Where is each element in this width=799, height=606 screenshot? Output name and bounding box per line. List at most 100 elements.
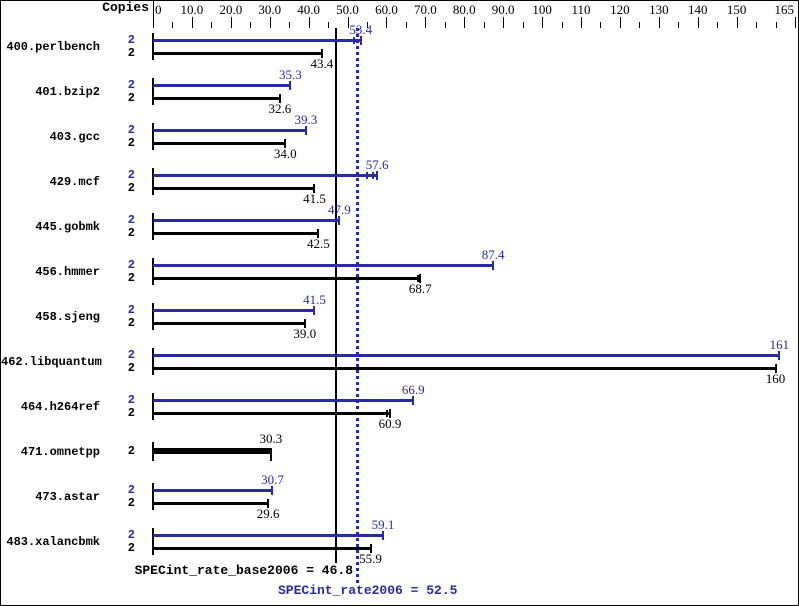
copies-label-base: 2 bbox=[127, 226, 135, 240]
base-bar-end-cap bbox=[419, 274, 422, 283]
axis-tick-label: 165 bbox=[774, 2, 795, 17]
bar-start-tick bbox=[152, 393, 154, 420]
base-bar bbox=[153, 142, 286, 145]
axis-major-tick bbox=[542, 17, 544, 28]
copies-label-base: 2 bbox=[127, 181, 135, 195]
copies-label-base: 2 bbox=[127, 316, 135, 330]
axis-major-tick bbox=[191, 17, 193, 28]
peak-bar-end-cap bbox=[778, 351, 781, 360]
axis-major-tick bbox=[269, 17, 271, 28]
axis-minor-tick bbox=[444, 22, 446, 28]
bar-start-tick bbox=[152, 78, 154, 105]
base-value-label: 29.6 bbox=[256, 506, 280, 521]
axis-major-tick bbox=[230, 17, 232, 28]
axis-tick-label: 90.0 bbox=[491, 2, 515, 17]
axis-major-tick bbox=[347, 17, 349, 28]
benchmark-label: 445.gobmk bbox=[35, 219, 100, 234]
axis-minor-tick bbox=[172, 22, 174, 28]
axis-minor-tick bbox=[483, 22, 485, 28]
peak-bar bbox=[153, 309, 315, 312]
copies-column-header: Copies bbox=[102, 0, 149, 15]
copies-label-base: 2 bbox=[127, 496, 135, 510]
copies-label-peak: 2 bbox=[127, 123, 135, 137]
peak-bar bbox=[153, 354, 780, 357]
peak-bar bbox=[153, 219, 340, 222]
benchmark-label: 464.h264ref bbox=[20, 399, 100, 414]
copies-label-base: 2 bbox=[127, 91, 135, 105]
peak-bar-end-cap bbox=[412, 396, 415, 405]
peak-mean-line bbox=[356, 28, 359, 583]
axis-minor-tick bbox=[775, 22, 777, 28]
axis-minor-tick bbox=[211, 22, 213, 28]
peak-result-text: SPECint_rate2006 = 52.5 bbox=[278, 583, 458, 598]
peak-bar-end-cap bbox=[289, 81, 292, 90]
base-bar-end-cap bbox=[388, 409, 391, 418]
copies-label-peak: 2 bbox=[127, 213, 135, 227]
copies-label-base: 2 bbox=[127, 46, 135, 60]
axis-major-tick bbox=[736, 17, 738, 28]
axis-tick-label: 140 bbox=[687, 2, 708, 17]
peak-run-tick bbox=[352, 37, 355, 44]
peak-bar bbox=[153, 174, 378, 177]
benchmark-label: 403.gcc bbox=[49, 129, 100, 144]
base-bar bbox=[153, 52, 322, 55]
base-bar bbox=[153, 187, 315, 190]
copies-label-base: 2 bbox=[127, 406, 135, 420]
axis-tick-label: 110 bbox=[571, 2, 591, 17]
base-bar-end-cap bbox=[369, 544, 372, 553]
axis-major-tick bbox=[795, 17, 796, 28]
base-value-label: 30.3 bbox=[259, 431, 283, 446]
axis-tick-label: 60.0 bbox=[375, 2, 398, 17]
base-value-label: 55.9 bbox=[359, 551, 382, 566]
peak-bar-end-cap bbox=[381, 531, 384, 540]
base-bar-end-cap bbox=[320, 49, 323, 58]
peak-bar bbox=[153, 84, 291, 87]
bar-start-tick bbox=[152, 213, 154, 240]
axis-major-tick bbox=[386, 17, 388, 28]
benchmark-label: 458.sjeng bbox=[35, 309, 100, 324]
peak-value-label: 53.4 bbox=[349, 22, 373, 37]
copies-label-peak: 2 bbox=[127, 168, 135, 182]
peak-bar-end-cap bbox=[376, 171, 379, 180]
axis-tick-label: 150 bbox=[726, 2, 747, 17]
peak-bar bbox=[153, 489, 273, 492]
base-bar-end-cap bbox=[267, 499, 270, 508]
base-bar-end-cap bbox=[284, 139, 287, 148]
axis-minor-tick bbox=[756, 22, 758, 28]
bar-start-tick bbox=[152, 123, 154, 150]
copies-label-base: 2 bbox=[127, 541, 135, 555]
base-value-label: 42.5 bbox=[306, 236, 330, 251]
copies-label-peak: 2 bbox=[127, 33, 135, 47]
axis-tick-label: 80.0 bbox=[452, 2, 476, 17]
axis-tick-label: 10.0 bbox=[180, 2, 204, 17]
copies-label-peak: 2 bbox=[127, 303, 135, 317]
base-result-text: SPECint_rate_base2006 = 46.8 bbox=[134, 563, 353, 578]
copies-label-peak: 2 bbox=[127, 78, 135, 92]
peak-bar-end-cap bbox=[492, 261, 495, 270]
peak-value-label: 35.3 bbox=[278, 67, 302, 82]
peak-value-label: 57.6 bbox=[365, 157, 389, 172]
base-value-label: 34.0 bbox=[273, 146, 297, 161]
benchmark-label: 462.libquantum bbox=[1, 354, 102, 369]
peak-bar-end-cap bbox=[359, 36, 362, 45]
axis-minor-tick bbox=[250, 22, 252, 28]
copies-label-base: 2 bbox=[127, 444, 135, 458]
peak-bar bbox=[153, 534, 383, 537]
bar-start-tick bbox=[152, 348, 154, 375]
copies-label-base: 2 bbox=[127, 361, 135, 375]
axis-minor-tick bbox=[522, 22, 524, 28]
base-run-tick bbox=[416, 275, 419, 282]
axis-tick-label: 130 bbox=[649, 2, 669, 17]
copies-label-peak: 2 bbox=[127, 393, 135, 407]
axis-minor-tick bbox=[717, 22, 719, 28]
axis-minor-tick bbox=[328, 22, 330, 28]
axis-minor-tick bbox=[561, 22, 563, 28]
axis-minor-tick bbox=[367, 22, 368, 28]
copies-label-peak: 2 bbox=[127, 483, 135, 497]
base-value-label: 39.0 bbox=[293, 326, 317, 341]
base-bar-end-cap bbox=[317, 229, 320, 238]
axis-major-tick bbox=[308, 17, 310, 28]
peak-value-label: 39.3 bbox=[294, 112, 318, 127]
peak-value-label: 66.9 bbox=[401, 382, 425, 397]
base-bar bbox=[153, 502, 269, 505]
